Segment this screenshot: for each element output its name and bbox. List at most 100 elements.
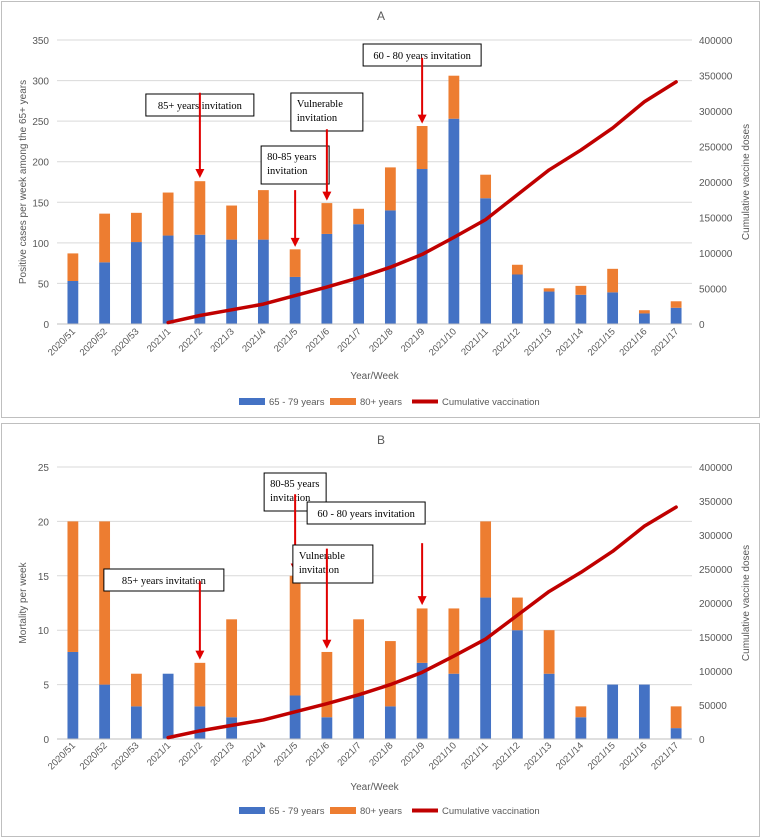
y2-tick-label: 250000 — [699, 143, 733, 154]
bar-65-79 — [670, 728, 682, 739]
legend-label: 80+ years — [360, 397, 402, 408]
y-tick-label: 50 — [38, 279, 50, 290]
bar-65-79 — [607, 684, 619, 739]
bar-80-plus — [543, 288, 555, 292]
bar-65-79 — [480, 597, 492, 739]
bar-65-79 — [575, 294, 587, 324]
annotation-text: invitation — [270, 493, 311, 504]
y-tick-label: 250 — [32, 117, 49, 128]
y-tick-label: 5 — [43, 681, 49, 692]
x-tick-label: 2021/2 — [177, 326, 205, 354]
legend-label: 65 - 79 years — [269, 397, 325, 408]
annotation-arrow-head — [417, 114, 427, 124]
annotation-box — [103, 568, 225, 592]
x-tick-label: 2021/9 — [399, 740, 427, 768]
x-tick-label: 2021/11 — [459, 740, 491, 772]
bar-80-plus — [511, 264, 523, 275]
bar-65-79 — [511, 630, 523, 739]
bar-65-79 — [670, 307, 682, 324]
y2-tick-label: 0 — [699, 735, 705, 746]
bar-80-plus — [448, 75, 460, 119]
y2-tick-label: 150000 — [699, 633, 733, 644]
x-axis-label: Year/Week — [350, 782, 399, 793]
y2-tick-label: 250000 — [699, 565, 733, 576]
x-tick-label: 2020/52 — [78, 740, 110, 772]
bar-80-plus — [416, 126, 428, 170]
bar-80-plus — [416, 608, 428, 663]
bar-65-79 — [321, 233, 333, 324]
bar-80-plus — [194, 662, 206, 707]
bar-80-plus — [162, 192, 174, 236]
bar-80-plus — [226, 205, 238, 240]
bar-80-plus — [670, 301, 682, 308]
legend-swatch-80-plus — [330, 398, 356, 405]
y-tick-label: 25 — [38, 463, 50, 474]
bar-65-79 — [607, 292, 619, 324]
legend-swatch-65-79 — [239, 398, 265, 405]
annotation-text: invitation — [267, 166, 308, 177]
x-tick-label: 2021/10 — [427, 740, 459, 772]
bar-65-79 — [226, 717, 238, 739]
bar-80-plus — [607, 268, 619, 293]
annotation-text: 60 - 80 years invitation — [317, 509, 415, 520]
annotation-arrow-head — [195, 650, 205, 660]
bar-80-plus — [480, 174, 492, 199]
annotation-arrow-head — [195, 168, 205, 178]
bar-65-79 — [416, 662, 428, 739]
bar-65-79 — [289, 695, 301, 739]
y2-tick-label: 350000 — [699, 497, 733, 508]
x-tick-label: 2021/2 — [177, 740, 205, 768]
bar-80-plus — [353, 208, 365, 225]
chart-panel-a: A 0 50 100 150 200 250 300 350 0 50000 100000 150000… — [1, 1, 760, 418]
x-tick-label: 2021/13 — [522, 326, 554, 358]
annotation-arrow-head — [322, 639, 332, 649]
legend-label: Cumulative vaccination — [442, 397, 540, 408]
x-tick-label: 2021/8 — [367, 326, 395, 354]
bar-65-79 — [511, 274, 523, 324]
bar-65-79 — [353, 224, 365, 324]
x-tick-label: 2021/6 — [304, 326, 332, 354]
chart-b-svg: B 0 5 10 15 20 25 0 50000 100000 150000 200000 25000… — [18, 433, 752, 817]
x-tick-label: 2021/5 — [272, 740, 300, 768]
x-tick-label: 2021/4 — [240, 740, 268, 768]
x-tick-label: 2020/51 — [46, 326, 78, 358]
annotation-text: 80-85 years — [270, 479, 319, 490]
bar-80-plus — [130, 212, 142, 243]
x-tick-label: 2021/16 — [617, 740, 649, 772]
annotation-arrow-head — [322, 191, 332, 201]
bar-65-79 — [575, 717, 587, 739]
bar-65-79 — [99, 684, 111, 739]
x-tick-label: 2021/8 — [367, 740, 395, 768]
bar-65-79 — [194, 706, 206, 739]
x-tick-label: 2021/10 — [427, 326, 459, 358]
bar-65-79 — [257, 239, 269, 324]
bar-80-plus — [99, 521, 111, 685]
bar-65-79 — [130, 242, 142, 324]
x-tick-label: 2020/52 — [78, 326, 110, 358]
bar-80-plus — [226, 619, 238, 718]
bar-80-plus — [448, 608, 460, 674]
bar-80-plus — [480, 521, 492, 598]
y2-tick-label: 100000 — [699, 667, 733, 678]
bar-65-79 — [638, 684, 650, 739]
y-axis-label: Mortality per week — [18, 561, 29, 643]
bar-80-plus — [321, 651, 333, 718]
y2-axis-label: Cumulative vaccine doses — [741, 545, 752, 661]
y2-tick-label: 350000 — [699, 72, 733, 83]
y2-tick-label: 400000 — [699, 36, 733, 47]
y2-tick-label: 100000 — [699, 249, 733, 260]
bar-80-plus — [257, 190, 269, 240]
chart-title: B — [377, 433, 385, 447]
chart-a-svg: A 0 50 100 150 200 250 300 350 0 50000 100000 150000… — [18, 9, 752, 408]
legend-swatch-80-plus — [330, 807, 356, 814]
x-tick-label: 2021/17 — [649, 740, 681, 772]
annotation-text: invitation — [297, 113, 338, 124]
annotation-box — [306, 501, 426, 525]
x-axis-label: Year/Week — [350, 371, 399, 382]
x-tick-label: 2021/13 — [522, 740, 554, 772]
bar-80-plus — [194, 181, 206, 235]
bar-65-79 — [448, 673, 460, 739]
x-tick-label: 2020/51 — [46, 740, 78, 772]
annotation-text: 80-85 years — [267, 152, 316, 163]
annotation-text: Vulnerable — [299, 551, 345, 562]
